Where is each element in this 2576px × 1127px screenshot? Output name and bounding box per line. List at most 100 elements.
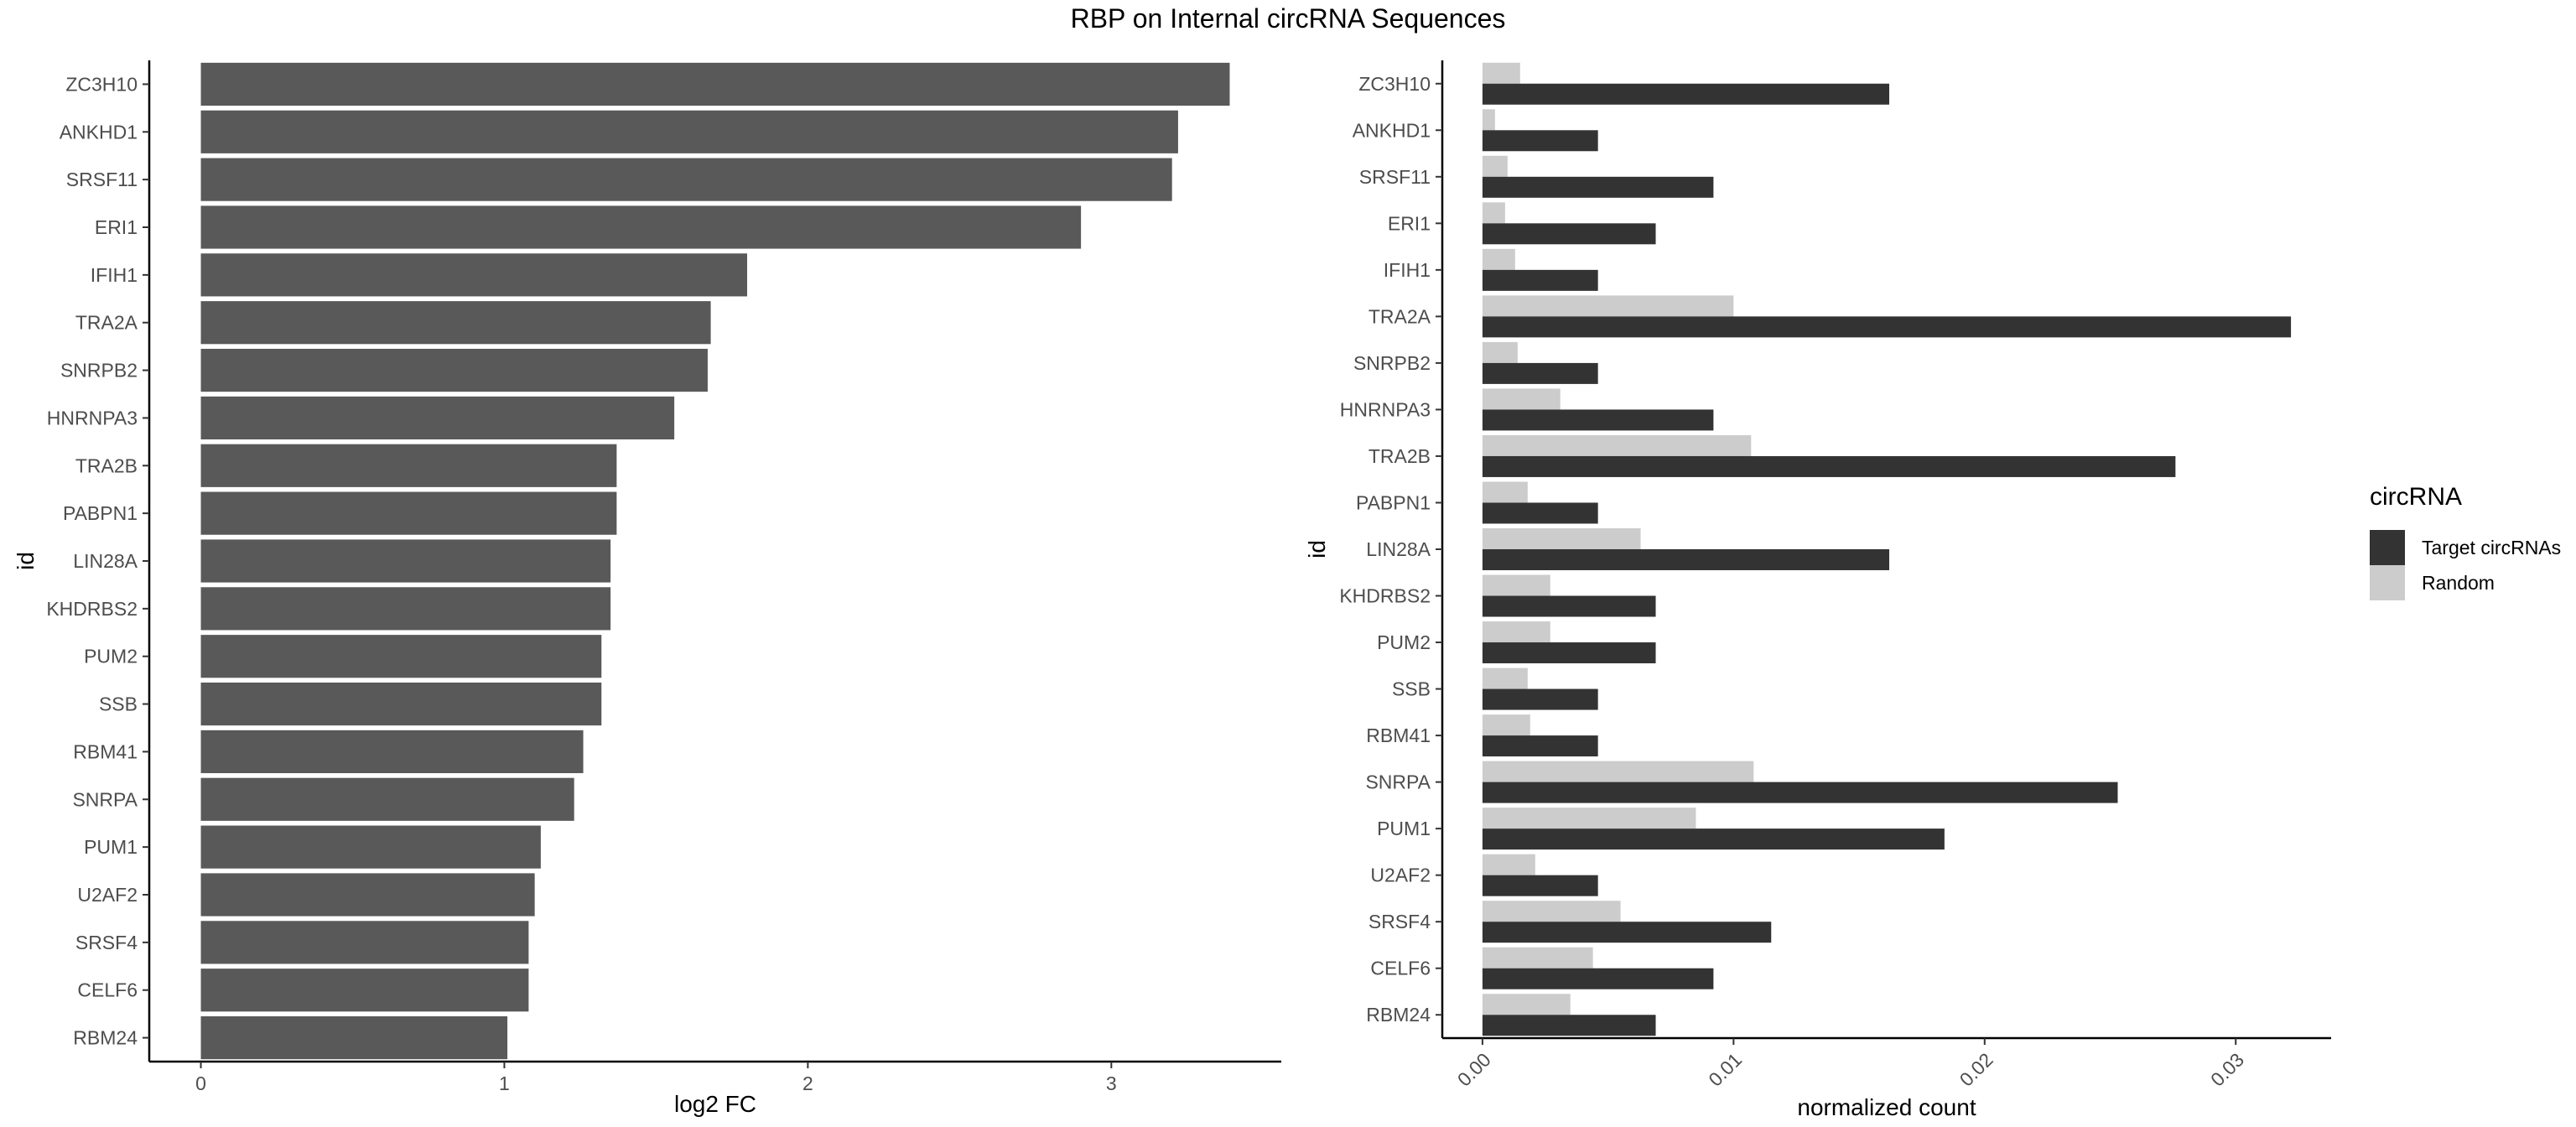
- y-tick-label-srsf4: SRSF4: [1368, 911, 1431, 932]
- legend-label-target-circrnas: Target circRNAs: [2422, 537, 2561, 558]
- bar-eri1: [200, 205, 1082, 249]
- bar-eri1-target-circrnas: [1482, 223, 1656, 245]
- y-tick-label-snrpb2: SNRPB2: [60, 360, 138, 382]
- bar-pum2-random: [1482, 621, 1550, 643]
- y-tick-label-snrpa: SNRPA: [1365, 771, 1431, 793]
- bar-srsf11-target-circrnas: [1482, 176, 1714, 198]
- y-tick-label-snrpa: SNRPA: [72, 788, 138, 810]
- y-axis-title-1: id: [13, 552, 39, 570]
- y-tick-label-rbm41: RBM41: [1366, 724, 1431, 746]
- y-tick-label-hnrnpa3: HNRNPA3: [47, 407, 138, 428]
- y-tick-label-srsf4: SRSF4: [75, 932, 138, 953]
- bar-snrpa-target-circrnas: [1482, 782, 2118, 803]
- bar-ifih1-random: [1482, 248, 1515, 270]
- x-tick-label: 0.01: [1704, 1049, 1746, 1091]
- bar-tra2b-target-circrnas: [1482, 455, 2176, 477]
- legend-swatch-target-circrnas: [2370, 530, 2405, 565]
- y-tick-label-pum2: PUM2: [84, 646, 138, 667]
- bar-celf6: [200, 969, 529, 1012]
- y-tick-label-ifih1: IFIH1: [91, 264, 138, 286]
- legend-label-random: Random: [2422, 572, 2495, 594]
- y-tick-label-tra2b: TRA2B: [75, 454, 138, 476]
- x-tick-label: 0.03: [2206, 1049, 2248, 1091]
- bar-u2af2-target-circrnas: [1482, 875, 1598, 896]
- x-tick-label: 1: [499, 1072, 510, 1094]
- bar-pabpn1-target-circrnas: [1482, 502, 1598, 524]
- bar-tra2a: [200, 301, 711, 345]
- y-tick-label-u2af2: U2AF2: [77, 884, 138, 906]
- legend-title: circRNA: [2370, 483, 2462, 511]
- y-tick-label-ankhd1: ANKHD1: [1353, 119, 1431, 141]
- bar-snrpb2-target-circrnas: [1482, 362, 1598, 384]
- bar-rbm41: [200, 730, 584, 774]
- legend-swatch-random: [2370, 565, 2405, 600]
- y-tick-label-pabpn1: PABPN1: [1356, 491, 1431, 513]
- y-tick-label-celf6: CELF6: [1370, 958, 1431, 979]
- bar-srsf11: [200, 158, 1172, 201]
- bar-lin28a-target-circrnas: [1482, 549, 1889, 570]
- y-tick-label-ifih1: IFIH1: [1384, 259, 1431, 281]
- bar-khdrbs2-target-circrnas: [1482, 595, 1656, 617]
- bar-pum1-target-circrnas: [1482, 828, 1945, 850]
- bar-pum1-random: [1482, 808, 1696, 829]
- y-axis-title-2: id: [1304, 540, 1330, 558]
- bar-ifih1-target-circrnas: [1482, 269, 1598, 291]
- y-tick-label-khdrbs2: KHDRBS2: [1339, 585, 1431, 607]
- y-tick-label-celf6: CELF6: [77, 979, 138, 1001]
- y-tick-label-khdrbs2: KHDRBS2: [46, 598, 138, 620]
- bar-u2af2: [200, 873, 535, 917]
- bar-rbm41-target-circrnas: [1482, 735, 1598, 757]
- bar-hnrnpa3: [200, 396, 675, 440]
- bar-lin28a-random: [1482, 528, 1641, 549]
- y-tick-label-pum1: PUM1: [1377, 818, 1431, 839]
- bar-eri1-random: [1482, 202, 1505, 224]
- bar-srsf4-target-circrnas: [1482, 922, 1772, 943]
- bar-zc3h10-target-circrnas: [1482, 83, 1889, 105]
- x-tick-label: 3: [1106, 1072, 1117, 1094]
- bar-tra2a-target-circrnas: [1482, 316, 2292, 338]
- bar-rbm41-random: [1482, 714, 1530, 736]
- y-tick-label-u2af2: U2AF2: [1370, 865, 1431, 886]
- x-tick-label: 2: [802, 1072, 813, 1094]
- bar-ssb: [200, 682, 602, 726]
- bar-snrpa: [200, 777, 574, 821]
- bar-ifih1: [200, 253, 748, 297]
- y-tick-label-tra2a: TRA2A: [1368, 305, 1431, 327]
- bar-pabpn1: [200, 491, 617, 535]
- bar-pabpn1-random: [1482, 481, 1528, 503]
- y-tick-label-rbm24: RBM24: [73, 1027, 138, 1049]
- y-tick-label-rbm24: RBM24: [1366, 1004, 1431, 1026]
- bar-lin28a: [200, 539, 611, 583]
- bar-tra2b: [200, 444, 617, 487]
- y-tick-label-srsf11: SRSF11: [66, 169, 138, 190]
- bar-ankhd1: [200, 110, 1178, 153]
- bar-tra2b-random: [1482, 434, 1752, 456]
- y-tick-label-eri1: ERI1: [95, 216, 138, 238]
- bar-zc3h10-random: [1482, 62, 1520, 84]
- y-tick-label-tra2a: TRA2A: [75, 312, 138, 334]
- y-tick-label-lin28a: LIN28A: [1366, 538, 1431, 560]
- bar-rbm24-random: [1482, 994, 1571, 1015]
- bar-pum1: [200, 825, 541, 869]
- y-tick-label-ankhd1: ANKHD1: [60, 121, 138, 143]
- y-tick-label-ssb: SSB: [99, 693, 138, 715]
- bar-zc3h10: [200, 62, 1230, 106]
- y-tick-label-snrpb2: SNRPB2: [1353, 352, 1431, 374]
- x-axis-title-1: log2 FC: [674, 1091, 756, 1117]
- bar-hnrnpa3-target-circrnas: [1482, 409, 1714, 431]
- bar-hnrnpa3-random: [1482, 388, 1561, 410]
- bar-rbm24-target-circrnas: [1482, 1015, 1656, 1036]
- y-tick-label-pum2: PUM2: [1377, 631, 1431, 653]
- x-tick-label: 0.02: [1955, 1049, 1997, 1091]
- bar-snrpa-random: [1482, 761, 1754, 782]
- bar-srsf4-random: [1482, 901, 1621, 922]
- y-tick-label-zc3h10: ZC3H10: [65, 73, 138, 95]
- y-tick-label-ssb: SSB: [1392, 678, 1431, 700]
- bar-ssb-random: [1482, 667, 1528, 689]
- bar-snrpb2-random: [1482, 341, 1518, 363]
- y-tick-label-hnrnpa3: HNRNPA3: [1340, 398, 1431, 420]
- y-tick-label-srsf11: SRSF11: [1359, 166, 1431, 188]
- y-tick-label-rbm41: RBM41: [73, 740, 138, 762]
- bar-celf6-random: [1482, 947, 1593, 969]
